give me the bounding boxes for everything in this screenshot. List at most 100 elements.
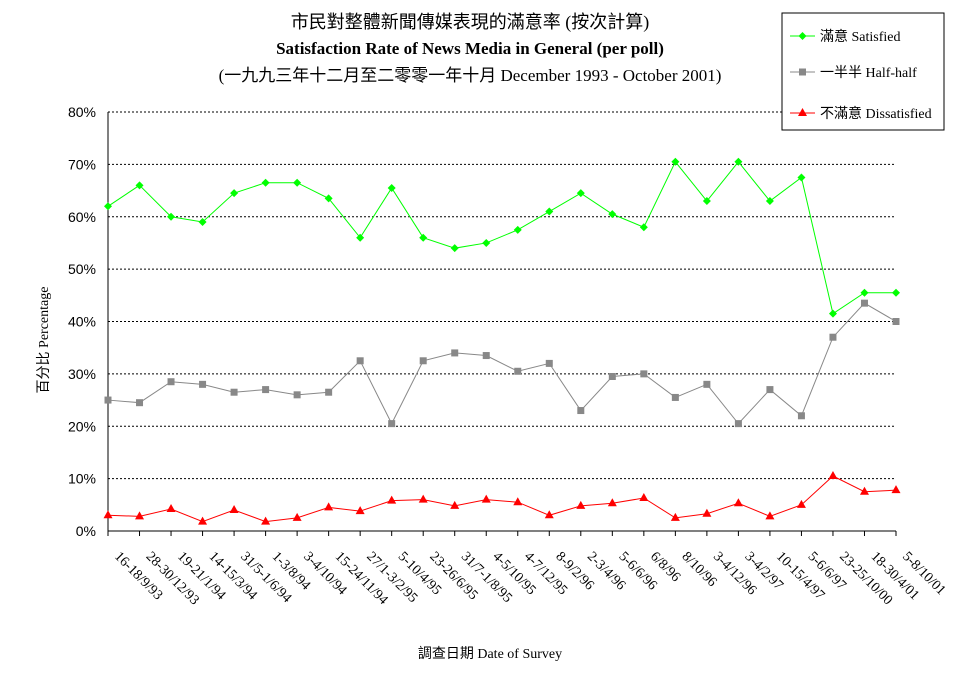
data-point: [324, 502, 334, 511]
series-lines: [103, 157, 901, 525]
data-point: [733, 498, 743, 507]
data-point: [670, 512, 680, 521]
data-point: [324, 194, 333, 203]
data-point: [198, 516, 208, 525]
data-point: [262, 386, 270, 394]
data-point: [639, 223, 648, 232]
data-point: [481, 494, 491, 503]
data-point: [859, 486, 869, 495]
data-point: [450, 500, 460, 509]
y-tick-label: 70%: [68, 156, 96, 172]
data-point: [671, 157, 680, 166]
data-point: [640, 370, 648, 378]
data-point: [482, 238, 491, 247]
y-tick-label: 60%: [68, 209, 96, 225]
data-point: [419, 233, 428, 242]
data-point: [293, 391, 301, 399]
series-0: [104, 157, 900, 318]
data-point: [388, 420, 396, 428]
y-tick-label: 10%: [68, 471, 96, 487]
data-point: [355, 506, 365, 515]
y-tick-label: 50%: [68, 261, 96, 277]
data-point: [608, 210, 617, 219]
data-point: [387, 495, 397, 504]
data-point: [765, 197, 774, 206]
data-point: [892, 318, 900, 325]
data-point: [261, 178, 270, 187]
data-point: [198, 217, 207, 226]
data-point: [325, 388, 333, 396]
axes: [107, 112, 896, 532]
data-point: [293, 178, 302, 187]
data-point: [796, 499, 806, 508]
x-axis-label: 調查日期 Date of Survey: [418, 646, 562, 662]
data-point: [103, 510, 113, 519]
data-point: [513, 497, 523, 506]
data-point: [450, 244, 459, 253]
y-tick-label: 80%: [68, 104, 96, 120]
chart-subtitle-dates: (一九九三年十二月至二零零一年十月 December 1993 - Octobe…: [219, 66, 722, 85]
data-point: [734, 157, 743, 166]
data-point: [828, 309, 837, 318]
data-point: [607, 498, 617, 507]
chart-subtitle: Satisfaction Rate of News Media in Gener…: [276, 39, 664, 58]
legend-entry: 一半半 Half-half: [790, 65, 917, 81]
data-point: [135, 511, 145, 520]
data-point: [544, 510, 554, 519]
y-axis-ticks: 0% 10% 20% 30% 40% 50% 60% 70% 80%: [68, 104, 96, 539]
series-line: [107, 302, 897, 425]
data-point: [167, 378, 175, 386]
data-point: [734, 420, 742, 428]
data-point: [451, 349, 459, 357]
data-point: [104, 396, 112, 404]
data-point: [671, 393, 679, 401]
gridlines: [108, 111, 896, 480]
data-point: [135, 181, 144, 190]
legend-entry: 滿意 Satisfied: [790, 28, 901, 45]
data-point: [418, 494, 428, 503]
data-point: [766, 386, 774, 394]
data-point: [829, 333, 837, 341]
data-point: [261, 516, 271, 525]
data-point: [104, 202, 112, 211]
data-point: [545, 207, 554, 216]
data-point: [292, 512, 302, 521]
y-tick-label: 0%: [76, 523, 96, 539]
y-tick-label: 40%: [68, 314, 96, 330]
legend-marker: [799, 68, 806, 76]
series-1: [104, 299, 900, 428]
x-axis-ticks: 16-18/9/9328-30/12/9319-21/1/9414-15/3/9…: [107, 531, 948, 608]
series-line: [107, 160, 896, 315]
data-point: [702, 508, 712, 517]
data-point: [136, 399, 144, 407]
data-point: [230, 388, 238, 396]
data-point: [513, 225, 522, 234]
legend-label: 滿意 Satisfied: [820, 28, 901, 45]
data-point: [230, 189, 239, 198]
data-point: [514, 367, 522, 375]
series-2: [103, 471, 901, 525]
legend-entry: 不滿意 Dissatisfied: [790, 105, 932, 122]
legend: 滿意 Satisfied 一半半 Half-half 不滿意 Dissatisfie…: [781, 12, 945, 131]
data-point: [166, 504, 176, 513]
y-axis-label: 百分比 Percentage: [36, 287, 52, 394]
data-point: [577, 407, 585, 415]
y-tick-label: 20%: [68, 418, 96, 434]
data-point: [387, 183, 396, 192]
data-point: [797, 412, 805, 420]
data-point: [229, 505, 239, 514]
data-point: [356, 357, 364, 365]
data-point: [891, 485, 901, 494]
data-point: [703, 380, 711, 388]
data-point: [356, 233, 365, 242]
data-point: [860, 288, 869, 297]
data-point: [576, 189, 585, 198]
legend-label: 不滿意 Dissatisfied: [820, 105, 932, 122]
data-point: [639, 493, 649, 502]
series-line: [107, 475, 897, 523]
legend-marker: [798, 32, 807, 40]
data-point: [482, 352, 490, 360]
data-point: [167, 212, 176, 221]
legend-label: 一半半 Half-half: [820, 65, 917, 81]
